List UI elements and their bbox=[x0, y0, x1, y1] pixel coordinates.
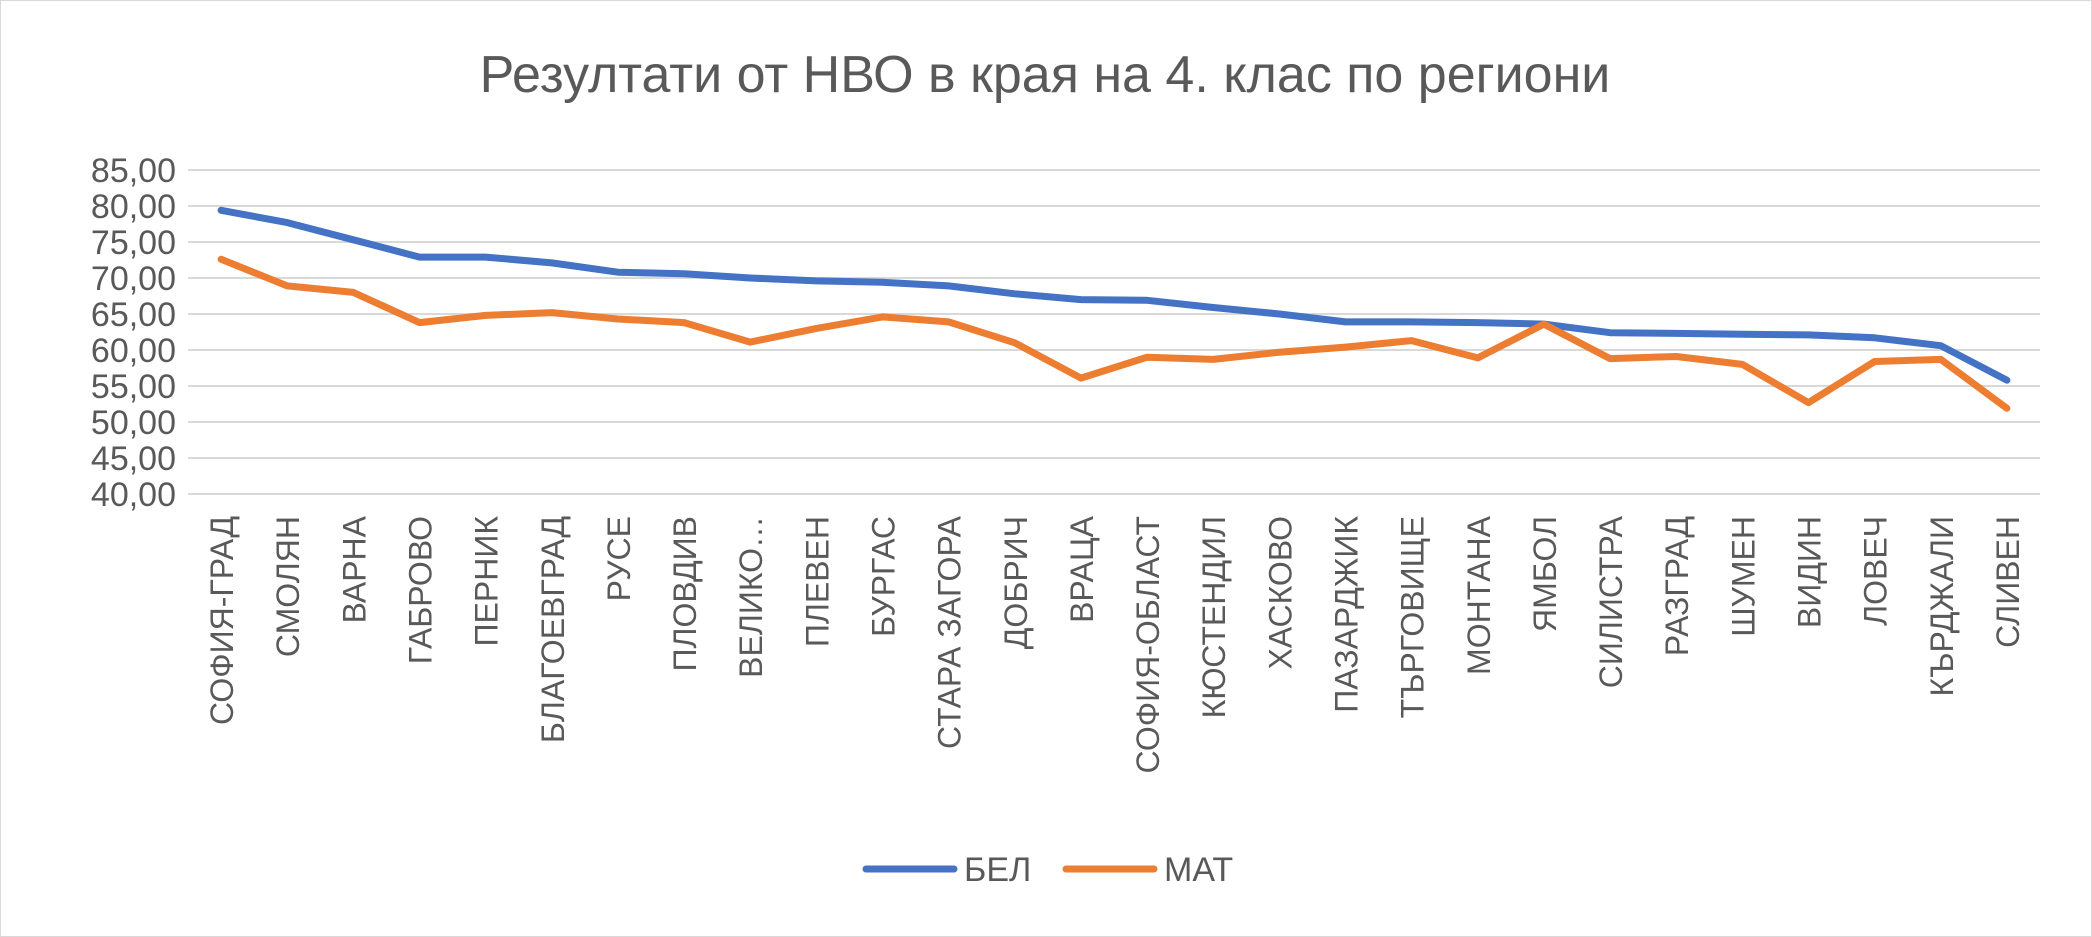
chart-title: Резултати от НВО в края на 4. клас по ре… bbox=[480, 46, 1611, 104]
y-tick-label: 85,00 bbox=[91, 152, 176, 190]
y-tick-label: 45,00 bbox=[91, 440, 176, 478]
x-tick-label: БУРГАС bbox=[866, 516, 902, 637]
x-tick-label: ШУМЕН bbox=[1725, 516, 1761, 637]
x-tick-label: ХАСКОВО bbox=[1262, 516, 1298, 669]
x-tick-label: ДОБРИЧ bbox=[998, 516, 1034, 649]
x-tick-label: МОНТАНА bbox=[1461, 515, 1497, 675]
x-tick-label: ПЛЕВЕН bbox=[799, 516, 835, 647]
x-tick-label: КЪРДЖАЛИ bbox=[1924, 516, 1960, 696]
series-line-БЕЛ bbox=[217, 206, 2011, 384]
x-tick-label: ЛОВЕЧ bbox=[1858, 516, 1894, 626]
x-axis-ticks: СОФИЯ-ГРАД СМОЛЯН ВАРНА ГАБРОВО ПЕРНИК БЛАГОЕ… bbox=[204, 515, 2026, 773]
x-tick-label: ВИДИН bbox=[1792, 516, 1828, 628]
y-tick-label: 50,00 bbox=[91, 404, 176, 442]
y-tick-label: 75,00 bbox=[91, 224, 176, 262]
x-tick-label: БЛАГОЕВГРАД bbox=[535, 516, 571, 743]
x-tick-label: СМОЛЯН bbox=[270, 516, 306, 657]
x-tick-label: РУСЕ bbox=[601, 516, 637, 601]
y-tick-label: 80,00 bbox=[91, 188, 176, 226]
series-lines bbox=[217, 206, 2011, 412]
legend-label: МАТ bbox=[1164, 851, 1233, 889]
x-tick-label: СОФИЯ-ГРАД bbox=[204, 516, 240, 725]
x-tick-label: ВЕЛИКО… bbox=[733, 516, 769, 678]
x-tick-label: КЮСТЕНДИЛ bbox=[1196, 516, 1232, 718]
y-tick-label: 60,00 bbox=[91, 332, 176, 370]
x-tick-label: ПЕРНИК bbox=[469, 516, 505, 647]
x-tick-label: ПЛОВДИВ bbox=[667, 516, 703, 672]
x-tick-label: ТЪРГОВИЩЕ bbox=[1395, 516, 1431, 718]
x-tick-label: ПАЗАРДЖИК bbox=[1329, 516, 1365, 713]
legend-label: БЕЛ bbox=[964, 851, 1031, 889]
y-axis-ticks: 40,0045,0050,0055,0060,0065,0070,0075,00… bbox=[91, 152, 176, 514]
y-tick-label: 40,00 bbox=[91, 476, 176, 514]
x-tick-label: ЯМБОЛ bbox=[1527, 516, 1563, 632]
x-tick-label: СОФИЯ-ОБЛАСТ bbox=[1130, 516, 1166, 774]
legend: БЕЛ МАТ bbox=[862, 851, 1233, 889]
y-tick-label: 55,00 bbox=[91, 368, 176, 406]
x-tick-label: РАЗГРАД bbox=[1659, 516, 1695, 656]
x-tick-label: ГАБРОВО bbox=[403, 516, 439, 664]
gridlines bbox=[188, 169, 2040, 495]
x-tick-label: СЛИВЕН bbox=[1990, 516, 2026, 648]
x-tick-label: СТАРА ЗАГОРА bbox=[932, 515, 968, 749]
y-tick-label: 70,00 bbox=[91, 260, 176, 298]
x-tick-label: СИЛИСТРА bbox=[1593, 515, 1629, 688]
y-tick-label: 65,00 bbox=[91, 296, 176, 334]
series-line-МАТ bbox=[217, 255, 2011, 412]
x-tick-label: ВРАЦА bbox=[1064, 515, 1100, 623]
x-tick-label: ВАРНА bbox=[336, 515, 372, 623]
